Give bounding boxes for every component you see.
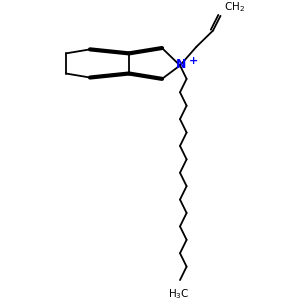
Text: CH$_2$: CH$_2$	[224, 0, 244, 14]
Text: N: N	[176, 58, 187, 71]
Text: +: +	[189, 56, 198, 66]
Text: H$_3$C: H$_3$C	[168, 287, 189, 300]
